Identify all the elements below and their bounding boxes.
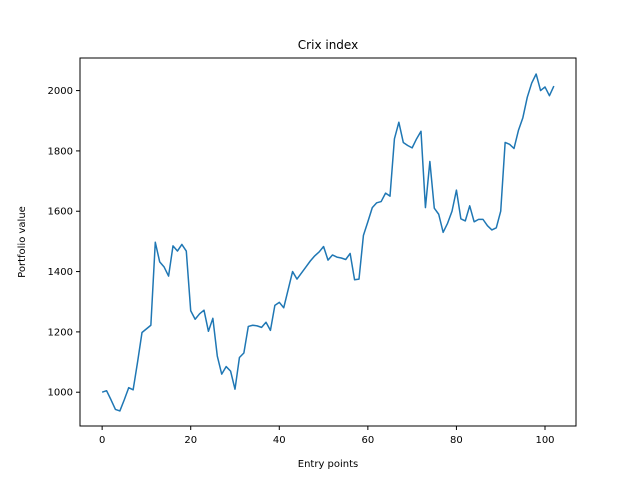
x-axis-label: Entry points [298, 459, 359, 470]
y-tick-label: 1400 [48, 267, 73, 278]
y-tick-label: 1200 [48, 327, 73, 338]
x-tick-label: 100 [535, 435, 554, 446]
y-tick-label: 2000 [48, 86, 73, 97]
x-tick-label: 40 [273, 435, 286, 446]
y-tick-label: 1000 [48, 388, 73, 399]
chart-title: Crix index [298, 38, 358, 52]
y-axis-label: Portfolio value [17, 206, 28, 278]
x-tick-label: 20 [184, 435, 197, 446]
y-tick-label: 1800 [48, 146, 73, 157]
x-tick-label: 0 [99, 435, 105, 446]
x-tick-label: 80 [450, 435, 463, 446]
y-tick-label: 1600 [48, 207, 73, 218]
x-tick-label: 60 [361, 435, 374, 446]
